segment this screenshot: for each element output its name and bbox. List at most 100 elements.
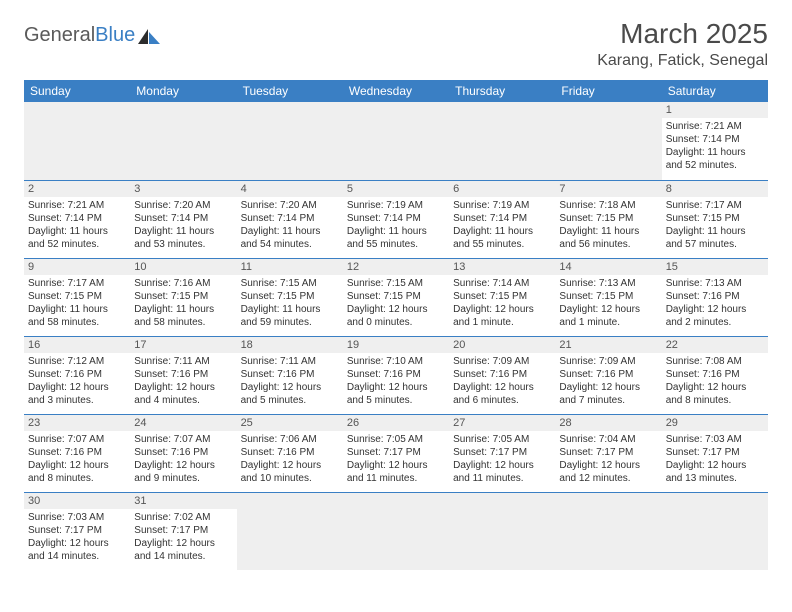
weekday-header: Saturday (662, 80, 768, 102)
day-number: 27 (449, 415, 555, 431)
day-number: 23 (24, 415, 130, 431)
daylight-text: Daylight: 11 hours and 59 minutes. (241, 303, 339, 329)
calendar-cell (662, 492, 768, 570)
calendar-cell (24, 102, 130, 180)
calendar-cell: 11 Sunrise: 7:15 AMSunset: 7:15 PMDayligh… (237, 258, 343, 336)
sunset-text: Sunset: 7:17 PM (134, 524, 232, 537)
calendar-cell: 20Sunrise: 7:09 AMSunset: 7:16 PMDayligh… (449, 336, 555, 414)
weekday-header: Friday (555, 80, 661, 102)
sunrise-text: Sunrise: 7:11 AM (134, 355, 232, 368)
sunset-text: Sunset: 7:15 PM (559, 290, 657, 303)
day-number: 15 (662, 259, 768, 275)
calendar-cell: 14Sunrise: 7:13 AMSunset: 7:15 PMDayligh… (555, 258, 661, 336)
sunrise-text: Sunrise: 7:20 AM (241, 199, 339, 212)
sunset-text: Sunset: 7:17 PM (559, 446, 657, 459)
day-number: 19 (343, 337, 449, 353)
weekday-header: Tuesday (237, 80, 343, 102)
sunrise-text: Sunrise: 7:12 AM (28, 355, 126, 368)
day-number: 31 (130, 493, 236, 509)
day-number: 13 (449, 259, 555, 275)
sunset-text: Sunset: 7:15 PM (666, 212, 764, 225)
daylight-text: Daylight: 11 hours and 58 minutes. (28, 303, 126, 329)
day-number: 7 (555, 181, 661, 197)
day-number: 9 (24, 259, 130, 275)
sunset-text: Sunset: 7:14 PM (666, 133, 764, 146)
sail-icon (138, 27, 160, 45)
calendar-cell: 26Sunrise: 7:05 AMSunset: 7:17 PMDayligh… (343, 414, 449, 492)
calendar-cell: 30Sunrise: 7:03 AMSunset: 7:17 PMDayligh… (24, 492, 130, 570)
weekday-header: Wednesday (343, 80, 449, 102)
daylight-text: Daylight: 12 hours and 9 minutes. (134, 459, 232, 485)
month-title: March 2025 (597, 18, 768, 50)
sunset-text: Sunset: 7:16 PM (453, 368, 551, 381)
sunset-text: Sunset: 7:16 PM (347, 368, 445, 381)
sunset-text: Sunset: 7:16 PM (28, 368, 126, 381)
sunset-text: Sunset: 7:16 PM (134, 446, 232, 459)
location-label: Karang, Fatick, Senegal (597, 52, 768, 70)
sunset-text: Sunset: 7:17 PM (28, 524, 126, 537)
day-number: 3 (130, 181, 236, 197)
day-number: 11 (237, 259, 343, 275)
day-number: 8 (662, 181, 768, 197)
day-number: 21 (555, 337, 661, 353)
weekday-header-row: Sunday Monday Tuesday Wednesday Thursday… (24, 80, 768, 102)
daylight-text: Daylight: 12 hours and 11 minutes. (347, 459, 445, 485)
calendar-week-row: 23Sunrise: 7:07 AMSunset: 7:16 PMDayligh… (24, 414, 768, 492)
sunrise-text: Sunrise: 7:05 AM (347, 433, 445, 446)
sunrise-text: Sunrise: 7:18 AM (559, 199, 657, 212)
sunset-text: Sunset: 7:15 PM (347, 290, 445, 303)
calendar-cell: 1Sunrise: 7:21 AMSunset: 7:14 PMDaylight… (662, 102, 768, 180)
daylight-text: Daylight: 12 hours and 8 minutes. (28, 459, 126, 485)
weekday-header: Monday (130, 80, 236, 102)
daylight-text: Daylight: 12 hours and 1 minute. (559, 303, 657, 329)
daylight-text: Daylight: 11 hours and 52 minutes. (28, 225, 126, 251)
calendar-cell (237, 102, 343, 180)
calendar-cell: 21Sunrise: 7:09 AMSunset: 7:16 PMDayligh… (555, 336, 661, 414)
sunset-text: Sunset: 7:14 PM (28, 212, 126, 225)
sunrise-text: Sunrise: 7:09 AM (559, 355, 657, 368)
sunset-text: Sunset: 7:14 PM (453, 212, 551, 225)
day-number: 4 (237, 181, 343, 197)
sunset-text: Sunset: 7:15 PM (453, 290, 551, 303)
sunrise-text: Sunrise: 7:06 AM (241, 433, 339, 446)
calendar-cell: 16Sunrise: 7:12 AMSunset: 7:16 PMDayligh… (24, 336, 130, 414)
daylight-text: Daylight: 12 hours and 8 minutes. (666, 381, 764, 407)
daylight-text: Daylight: 12 hours and 10 minutes. (241, 459, 339, 485)
calendar-cell: 31Sunrise: 7:02 AMSunset: 7:17 PMDayligh… (130, 492, 236, 570)
daylight-text: Daylight: 12 hours and 14 minutes. (134, 537, 232, 563)
calendar-cell: 28Sunrise: 7:04 AMSunset: 7:17 PMDayligh… (555, 414, 661, 492)
calendar-cell: 5Sunrise: 7:19 AMSunset: 7:14 PMDaylight… (343, 180, 449, 258)
sunrise-text: Sunrise: 7:11 AM (241, 355, 339, 368)
daylight-text: Daylight: 11 hours and 52 minutes. (666, 146, 764, 172)
calendar-cell (449, 102, 555, 180)
calendar-cell: 25Sunrise: 7:06 AMSunset: 7:16 PMDayligh… (237, 414, 343, 492)
day-number: 5 (343, 181, 449, 197)
sunrise-text: Sunrise: 7:19 AM (347, 199, 445, 212)
calendar-cell (343, 102, 449, 180)
day-number: 6 (449, 181, 555, 197)
sunrise-text: Sunrise: 7:08 AM (666, 355, 764, 368)
daylight-text: Daylight: 12 hours and 6 minutes. (453, 381, 551, 407)
calendar-cell: 22Sunrise: 7:08 AMSunset: 7:16 PMDayligh… (662, 336, 768, 414)
sunset-text: Sunset: 7:15 PM (241, 290, 339, 303)
sunset-text: Sunset: 7:16 PM (241, 446, 339, 459)
daylight-text: Daylight: 11 hours and 53 minutes. (134, 225, 232, 251)
calendar-cell: 19Sunrise: 7:10 AMSunset: 7:16 PMDayligh… (343, 336, 449, 414)
day-number: 29 (662, 415, 768, 431)
sunrise-text: Sunrise: 7:15 AM (241, 277, 339, 290)
calendar-cell: 8Sunrise: 7:17 AMSunset: 7:15 PMDaylight… (662, 180, 768, 258)
sunset-text: Sunset: 7:15 PM (134, 290, 232, 303)
calendar-week-row: 16Sunrise: 7:12 AMSunset: 7:16 PMDayligh… (24, 336, 768, 414)
sunrise-text: Sunrise: 7:10 AM (347, 355, 445, 368)
calendar-cell (449, 492, 555, 570)
daylight-text: Daylight: 11 hours and 55 minutes. (347, 225, 445, 251)
calendar-body: 1Sunrise: 7:21 AMSunset: 7:14 PMDaylight… (24, 102, 768, 570)
calendar-week-row: 2Sunrise: 7:21 AMSunset: 7:14 PMDaylight… (24, 180, 768, 258)
calendar-cell: 23Sunrise: 7:07 AMSunset: 7:16 PMDayligh… (24, 414, 130, 492)
sunset-text: Sunset: 7:16 PM (241, 368, 339, 381)
daylight-text: Daylight: 11 hours and 54 minutes. (241, 225, 339, 251)
sunset-text: Sunset: 7:16 PM (28, 446, 126, 459)
day-number: 18 (237, 337, 343, 353)
daylight-text: Daylight: 12 hours and 13 minutes. (666, 459, 764, 485)
day-number: 16 (24, 337, 130, 353)
